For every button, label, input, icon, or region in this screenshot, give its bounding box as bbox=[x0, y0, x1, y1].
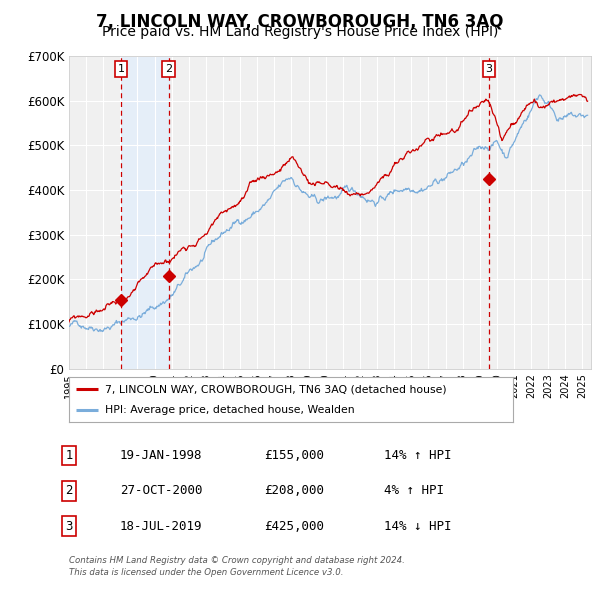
Text: 14% ↑ HPI: 14% ↑ HPI bbox=[384, 449, 452, 462]
Text: 19-JAN-1998: 19-JAN-1998 bbox=[120, 449, 203, 462]
Text: £155,000: £155,000 bbox=[264, 449, 324, 462]
Text: This data is licensed under the Open Government Licence v3.0.: This data is licensed under the Open Gov… bbox=[69, 568, 343, 577]
Text: 7, LINCOLN WAY, CROWBOROUGH, TN6 3AQ (detached house): 7, LINCOLN WAY, CROWBOROUGH, TN6 3AQ (de… bbox=[104, 384, 446, 394]
Text: Contains HM Land Registry data © Crown copyright and database right 2024.: Contains HM Land Registry data © Crown c… bbox=[69, 556, 405, 565]
Text: 3: 3 bbox=[65, 520, 73, 533]
Text: 27-OCT-2000: 27-OCT-2000 bbox=[120, 484, 203, 497]
Text: 2: 2 bbox=[165, 64, 172, 74]
Bar bbox=[121, 56, 169, 369]
Text: 1: 1 bbox=[65, 449, 73, 462]
Text: 14% ↓ HPI: 14% ↓ HPI bbox=[384, 520, 452, 533]
Text: £208,000: £208,000 bbox=[264, 484, 324, 497]
Text: 2: 2 bbox=[65, 484, 73, 497]
Text: 18-JUL-2019: 18-JUL-2019 bbox=[120, 520, 203, 533]
Text: 1: 1 bbox=[118, 64, 125, 74]
Text: 3: 3 bbox=[485, 64, 493, 74]
Text: 7, LINCOLN WAY, CROWBOROUGH, TN6 3AQ: 7, LINCOLN WAY, CROWBOROUGH, TN6 3AQ bbox=[96, 13, 504, 31]
Text: 4% ↑ HPI: 4% ↑ HPI bbox=[384, 484, 444, 497]
Text: £425,000: £425,000 bbox=[264, 520, 324, 533]
Text: Price paid vs. HM Land Registry's House Price Index (HPI): Price paid vs. HM Land Registry's House … bbox=[102, 25, 498, 39]
Text: HPI: Average price, detached house, Wealden: HPI: Average price, detached house, Weal… bbox=[104, 405, 354, 415]
